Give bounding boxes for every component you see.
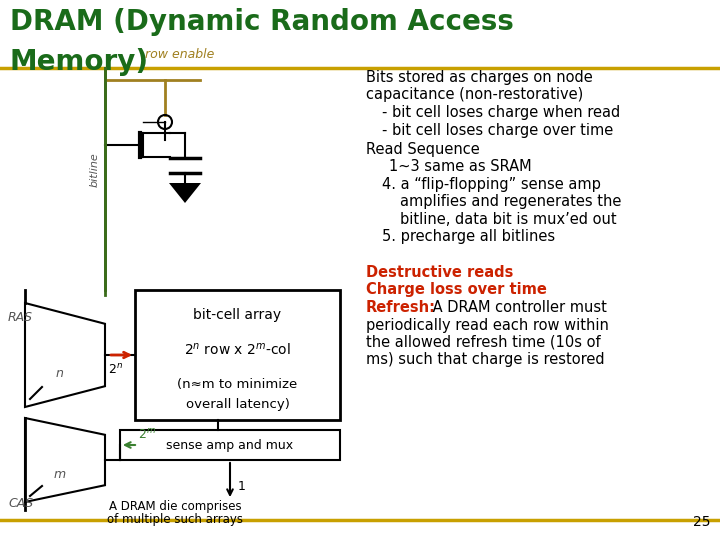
Text: RAS: RAS: [8, 311, 33, 324]
Text: ms) such that charge is restored: ms) such that charge is restored: [366, 352, 604, 367]
Text: row enable: row enable: [145, 48, 215, 61]
Text: Destructive reads: Destructive reads: [366, 265, 513, 280]
Text: of multiple such arrays: of multiple such arrays: [107, 513, 243, 526]
Text: Bits stored as charges on node: Bits stored as charges on node: [366, 70, 593, 85]
Text: overall latency): overall latency): [186, 398, 289, 411]
Text: A DRAM die comprises: A DRAM die comprises: [109, 500, 241, 513]
Text: CAS: CAS: [8, 497, 33, 510]
Text: 25: 25: [693, 515, 710, 529]
Text: 5. precharge all bitlines: 5. precharge all bitlines: [382, 230, 554, 245]
Text: Charge loss over time: Charge loss over time: [366, 282, 546, 297]
Text: sense amp and mux: sense amp and mux: [166, 438, 294, 451]
Text: - bit cell loses charge when read: - bit cell loses charge when read: [382, 105, 620, 120]
Text: 1: 1: [238, 480, 246, 493]
Bar: [120, 430, 340, 460]
Text: A DRAM controller must: A DRAM controller must: [428, 300, 607, 315]
Text: (n≈m to minimize: (n≈m to minimize: [177, 378, 297, 391]
Text: 1~3 same as SRAM: 1~3 same as SRAM: [389, 159, 531, 174]
Polygon shape: [169, 183, 201, 203]
Text: Refresh:: Refresh:: [366, 300, 436, 315]
Text: Memory): Memory): [10, 48, 149, 76]
Text: 4. a “flip-flopping” sense amp: 4. a “flip-flopping” sense amp: [382, 177, 600, 192]
Bar: [135, 290, 340, 420]
Text: - bit cell loses charge over time: - bit cell loses charge over time: [382, 123, 613, 138]
Text: $2^n$: $2^n$: [108, 363, 123, 377]
Text: periodically read each row within: periodically read each row within: [366, 318, 608, 333]
Text: bitline: bitline: [90, 153, 100, 187]
Text: bit-cell array: bit-cell array: [194, 308, 282, 322]
Text: Read Sequence: Read Sequence: [366, 142, 480, 157]
Text: capacitance (non-restorative): capacitance (non-restorative): [366, 87, 583, 103]
Text: amplifies and regenerates the: amplifies and regenerates the: [400, 194, 621, 210]
Text: m: m: [54, 468, 66, 481]
Text: the allowed refresh time (10s of: the allowed refresh time (10s of: [366, 335, 600, 350]
Text: bitline, data bit is mux’ed out: bitline, data bit is mux’ed out: [400, 212, 616, 227]
Text: $2^n$ row x $2^m$-col: $2^n$ row x $2^m$-col: [184, 342, 291, 358]
Text: $2^m$: $2^m$: [138, 428, 156, 442]
Text: DRAM (Dynamic Random Access: DRAM (Dynamic Random Access: [10, 8, 514, 36]
Text: n: n: [56, 367, 64, 380]
